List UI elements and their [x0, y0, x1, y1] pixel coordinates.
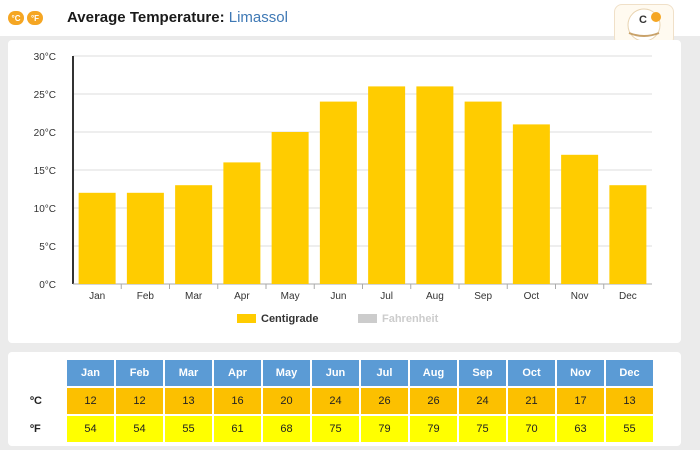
bar-sep: [464, 101, 502, 284]
celsius-row-label: ºC: [30, 395, 42, 407]
celsius-button[interactable]: °C: [8, 11, 24, 25]
table-header-cells: Jan Feb Mar Apr May Jun Jul Aug Sep Oct Nov Dec: [67, 360, 653, 386]
fahrenheit-value-cell: 79: [361, 416, 408, 442]
table-header-month: Feb: [116, 360, 163, 386]
fahrenheit-row-label: ºF: [30, 423, 41, 435]
fahrenheit-value-cell: 54: [67, 416, 114, 442]
table-row-fahrenheit: ºF 54 54 55 61 68 75 79 79 75 70 63 55: [8, 416, 681, 442]
fahrenheit-value-cell: 70: [508, 416, 555, 442]
x-tick-label: Jun: [330, 291, 346, 302]
celsius-value-cell: 26: [361, 388, 408, 414]
bar-feb: [126, 192, 164, 284]
x-tick-label: Dec: [619, 291, 637, 302]
fahrenheit-cells: 54 54 55 61 68 75 79 79 75 70 63 55: [67, 416, 653, 442]
table-header-month: Nov: [557, 360, 604, 386]
celsius-value-cell: 26: [410, 388, 457, 414]
legend-swatch-centigrade: [237, 314, 256, 323]
legend-label-fahrenheit: Fahrenheit: [382, 313, 439, 325]
celsius-value-cell: 20: [263, 388, 310, 414]
celsius-value-cell: 12: [116, 388, 163, 414]
y-tick-label: 25°C: [34, 90, 56, 101]
fahrenheit-value-cell: 55: [165, 416, 212, 442]
celsius-value-cell: 13: [606, 388, 653, 414]
bar-mar: [175, 185, 213, 284]
celsius-value-cell: 21: [508, 388, 555, 414]
table-header-month: Jun: [312, 360, 359, 386]
site-logo: C: [614, 4, 674, 46]
celsius-value-cell: 13: [165, 388, 212, 414]
bar-dec: [609, 185, 647, 284]
x-tick-label: Aug: [426, 291, 444, 302]
celsius-cells: 12 12 13 16 20 24 26 26 24 21 17 13: [67, 388, 653, 414]
x-tick-label: Jan: [89, 291, 105, 302]
x-tick-label: Feb: [137, 291, 155, 302]
location-name: Limassol: [228, 9, 288, 26]
celsius-value-cell: 24: [312, 388, 359, 414]
bar-apr: [223, 162, 261, 284]
bar-nov: [561, 154, 599, 284]
table-header-row: Jan Feb Mar Apr May Jun Jul Aug Sep Oct Nov Dec: [8, 360, 681, 386]
legend-swatch-fahrenheit: [358, 314, 377, 323]
bar-may: [271, 132, 309, 284]
x-tick-label: Sep: [474, 291, 492, 302]
table-header-month: Jul: [361, 360, 408, 386]
celsius-value-cell: 12: [67, 388, 114, 414]
y-tick-label: 20°C: [34, 128, 56, 139]
y-tick-label: 0°C: [39, 280, 56, 291]
celsius-value-cell: 16: [214, 388, 261, 414]
y-tick-label: 10°C: [34, 204, 56, 215]
x-tick-label: Apr: [234, 291, 250, 302]
fahrenheit-button[interactable]: °F: [27, 11, 43, 25]
page-title: Average Temperature: Limassol: [67, 9, 288, 26]
celsius-value-cell: 17: [557, 388, 604, 414]
legend-label-centigrade: Centigrade: [261, 313, 318, 325]
fahrenheit-value-cell: 79: [410, 416, 457, 442]
table-header-month: Mar: [165, 360, 212, 386]
table-header-month: Jan: [67, 360, 114, 386]
title-label: Average Temperature:: [67, 9, 225, 26]
table-header-month: Apr: [214, 360, 261, 386]
temperature-chart: 0°C 5°C 10°C 15°C 20°C 25°C 30°C Jan Feb Mar Apr Ma…: [8, 40, 681, 343]
table-header-month: Aug: [410, 360, 457, 386]
x-tick-label: Mar: [185, 291, 203, 302]
x-tick-label: Nov: [571, 291, 589, 302]
y-tick-label: 30°C: [34, 52, 56, 63]
table-header-month: Sep: [459, 360, 506, 386]
unit-toggle: °C °F: [8, 11, 43, 25]
fahrenheit-value-cell: 75: [312, 416, 359, 442]
header: °C °F Average Temperature: Limassol C: [0, 0, 700, 46]
temperature-table: Jan Feb Mar Apr May Jun Jul Aug Sep Oct Nov Dec ºC …: [8, 352, 681, 446]
bar-oct: [512, 124, 550, 285]
svg-text:C: C: [639, 14, 647, 26]
x-tick-label: Jul: [380, 291, 393, 302]
bar-jan: [78, 192, 116, 284]
fahrenheit-value-cell: 61: [214, 416, 261, 442]
y-tick-label: 5°C: [39, 242, 56, 253]
fahrenheit-value-cell: 55: [606, 416, 653, 442]
celsius-value-cell: 24: [459, 388, 506, 414]
fahrenheit-value-cell: 54: [116, 416, 163, 442]
bar-jul: [368, 86, 406, 285]
fahrenheit-value-cell: 75: [459, 416, 506, 442]
table-header-month: Oct: [508, 360, 555, 386]
bar-jun: [319, 101, 357, 284]
bar-aug: [416, 86, 454, 285]
table-row-celsius: ºC 12 12 13 16 20 24 26 26 24 21 17 13: [8, 388, 681, 414]
fahrenheit-value-cell: 68: [263, 416, 310, 442]
table-header-month: Dec: [606, 360, 653, 386]
y-tick-label: 15°C: [34, 166, 56, 177]
x-tick-label: May: [281, 291, 300, 302]
table-header-month: May: [263, 360, 310, 386]
fahrenheit-value-cell: 63: [557, 416, 604, 442]
x-tick-label: Oct: [524, 291, 540, 302]
chart-canvas: 0°C 5°C 10°C 15°C 20°C 25°C 30°C Jan Feb Mar Apr Ma…: [34, 52, 652, 325]
